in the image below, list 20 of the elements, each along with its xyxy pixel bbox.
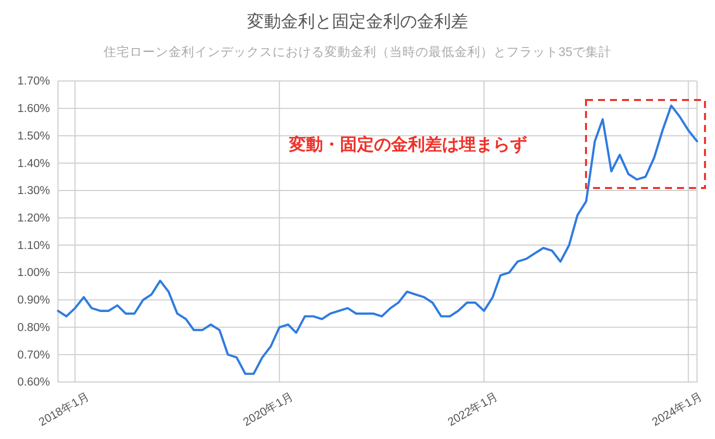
x-tick-label: 2022年1月 [446,390,501,429]
line-series [56,104,698,375]
y-tick-label: 1.20% [17,212,50,224]
chart-subtitle: 住宅ローン金利インデックスにおける変動金利（当時の最低金利）とフラット35で集計 [102,44,612,59]
x-tick-label: 2018年1月 [36,390,92,429]
y-tick-label: 1.50% [17,130,50,142]
y-tick-label: 1.60% [17,103,50,116]
y-tick-label: 1.00% [17,267,50,280]
y-tick-label: 1.30% [17,185,50,198]
y-tick-label: 0.90% [17,294,50,307]
y-tick-label: 1.10% [17,240,50,252]
x-tick-label: 2020年1月 [240,390,296,429]
y-tick-label: 0.70% [17,349,50,362]
x-tick-label: 2024年1月 [650,390,705,429]
y-tick-label: 1.40% [17,158,50,170]
chart-title: 変動金利と固定金利の金利差 [247,12,468,31]
y-tick-label: 0.80% [17,322,50,334]
annotation: 変動・固定の金利差は埋まらず [288,135,527,154]
y-tick-label: 0.60% [17,376,50,389]
y-tick-label: 1.70% [17,76,50,88]
